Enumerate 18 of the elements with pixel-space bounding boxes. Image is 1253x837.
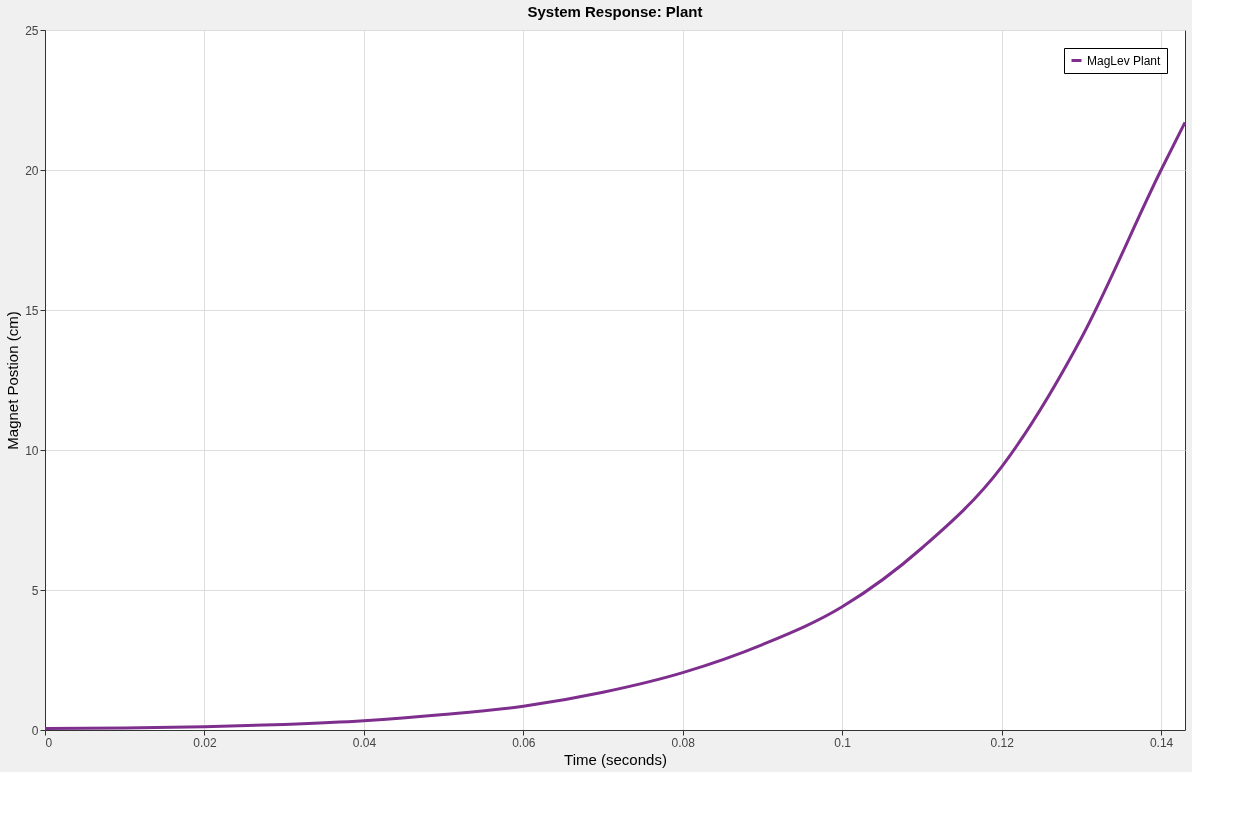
x-tick-label: 0.04 <box>352 735 377 750</box>
x-tick-label: 0.08 <box>671 735 696 750</box>
y-axis-title: Magnet Postion (cm) <box>4 311 22 450</box>
y-tick-label: 15 <box>25 303 39 318</box>
legend-label: MagLev Plant <box>1087 53 1162 68</box>
chart-title: System Response: Plant <box>527 3 703 20</box>
y-tick-label: 25 <box>25 23 39 38</box>
x-axis-title: Time (seconds) <box>564 750 667 768</box>
y-tick-label: 10 <box>25 443 39 458</box>
y-tick-label: 5 <box>31 583 39 598</box>
x-tick-label: 0.02 <box>193 735 217 750</box>
x-tick-label: 0 <box>45 735 53 750</box>
x-tick-label: 0.14 <box>1149 735 1174 750</box>
x-tick-label: 0.1 <box>834 735 852 750</box>
x-tick-label: 0.12 <box>990 735 1015 750</box>
y-tick-label: 20 <box>25 163 39 178</box>
y-tick-label: 0 <box>31 723 39 738</box>
x-tick-label: 0.06 <box>512 735 536 750</box>
